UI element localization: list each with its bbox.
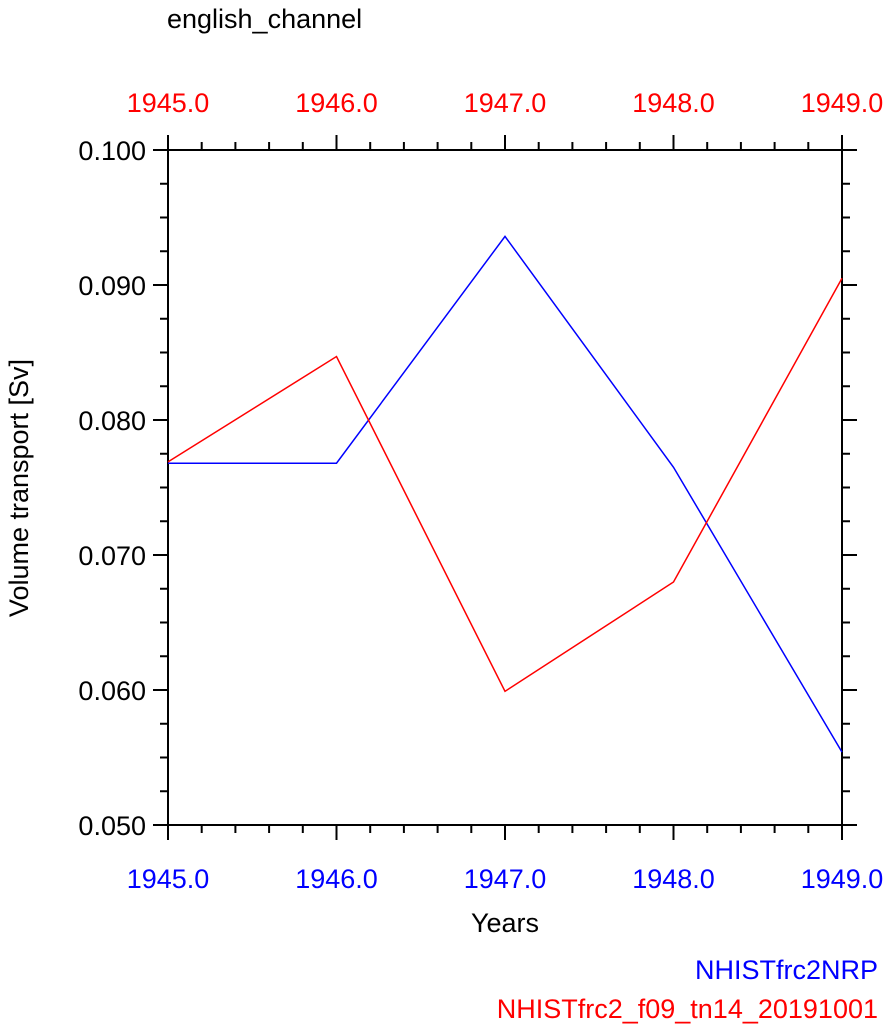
- x-tick-label-bottom: 1947.0: [464, 864, 547, 894]
- axis-labels: 1945.0 1946.0 1947.0 1948.0 1949.0 1945.0 1946…: [4, 88, 883, 938]
- plot-frame: [167, 149, 843, 826]
- x-tick-label-top: 1947.0: [464, 88, 547, 118]
- y-tick-label: 0.070: [78, 541, 146, 571]
- chart-title: english_channel: [167, 4, 363, 34]
- y-axis-label: Volume transport [Sv]: [4, 359, 34, 617]
- legend-entry-series-2: NHISTfrc2_f09_tn14_20191001: [496, 994, 878, 1024]
- axis-ticks: [153, 135, 857, 840]
- y-tick-label: 0.050: [78, 811, 146, 841]
- x-tick-label-bottom: 1948.0: [632, 864, 715, 894]
- x-tick-label-top: 1946.0: [295, 88, 378, 118]
- x-tick-label-bottom: 1946.0: [295, 864, 378, 894]
- x-tick-label-top: 1948.0: [632, 88, 715, 118]
- series-line-1: [168, 235, 843, 753]
- series-line-2: [167, 277, 843, 693]
- y-tick-label: 0.060: [78, 676, 146, 706]
- x-tick-label-top: 1949.0: [801, 88, 884, 118]
- x-axis-label: Years: [471, 908, 539, 938]
- legend-entry-series-1: NHISTfrc2NRP: [694, 955, 878, 985]
- y-tick-label: 0.100: [78, 136, 146, 166]
- series-lines: [167, 235, 843, 753]
- y-tick-label: 0.080: [78, 406, 146, 436]
- y-tick-label: 0.090: [78, 271, 146, 301]
- x-tick-label-bottom: 1945.0: [127, 864, 210, 894]
- x-tick-label-top: 1945.0: [127, 88, 210, 118]
- x-tick-label-bottom: 1949.0: [801, 864, 884, 894]
